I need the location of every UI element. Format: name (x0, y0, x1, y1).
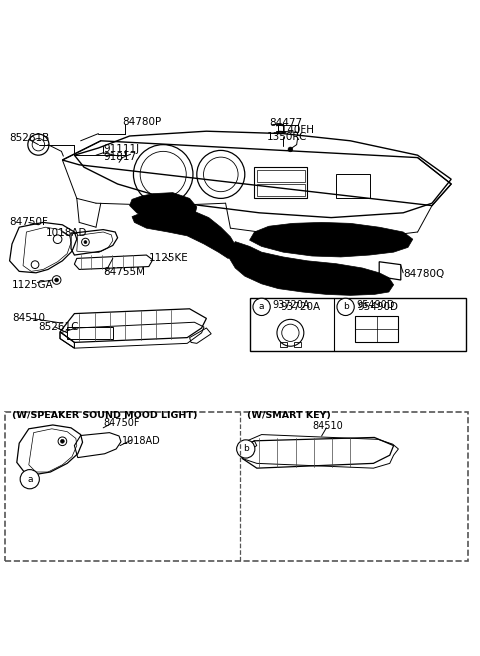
Bar (294, 342, 301, 347)
Polygon shape (250, 222, 413, 257)
Text: 1018AD: 1018AD (122, 436, 161, 446)
Text: 1125DE: 1125DE (274, 270, 314, 280)
Text: (W/SMART KEY): (W/SMART KEY) (247, 411, 331, 420)
Circle shape (60, 440, 64, 443)
Text: 84780Q: 84780Q (403, 269, 444, 279)
Bar (336, 174, 370, 198)
Text: 1125KE: 1125KE (149, 253, 189, 264)
Text: 84477: 84477 (269, 117, 302, 127)
Text: b: b (343, 302, 348, 312)
Text: 84750F: 84750F (10, 217, 48, 228)
Circle shape (84, 241, 87, 243)
Polygon shape (132, 208, 238, 258)
Bar (254, 167, 307, 198)
Text: 85261B: 85261B (10, 133, 50, 144)
Circle shape (284, 279, 287, 281)
Text: 93720A: 93720A (281, 302, 321, 312)
Text: b: b (243, 445, 249, 453)
Text: 95490D: 95490D (357, 300, 395, 310)
Text: 84510: 84510 (312, 421, 343, 432)
Text: 95490D: 95490D (358, 302, 398, 312)
Text: 84510: 84510 (12, 314, 45, 323)
Bar (250, 298, 466, 351)
Text: a: a (259, 302, 264, 312)
Bar (67, 327, 113, 339)
Polygon shape (228, 241, 394, 295)
Text: 84750F: 84750F (103, 418, 140, 428)
Circle shape (55, 278, 59, 282)
Text: 1125GA: 1125GA (12, 280, 54, 290)
Text: 1350RC: 1350RC (266, 132, 307, 142)
Text: 1125GB: 1125GB (274, 278, 315, 289)
Text: 84755M: 84755M (103, 267, 145, 277)
Circle shape (253, 298, 270, 316)
Text: 85261C: 85261C (38, 322, 79, 332)
Text: 91817: 91817 (103, 152, 136, 161)
Text: 91111J: 91111J (103, 144, 139, 154)
Bar (257, 184, 305, 196)
Polygon shape (130, 193, 197, 227)
Bar (257, 170, 305, 182)
Circle shape (20, 470, 39, 489)
Text: a: a (27, 475, 33, 483)
Text: 1140FH: 1140FH (275, 125, 314, 134)
Circle shape (288, 147, 293, 152)
Text: (W/SPEAKER SOUND MOOD LIGHT): (W/SPEAKER SOUND MOOD LIGHT) (12, 411, 197, 420)
Text: 1018AD: 1018AD (46, 228, 87, 238)
Circle shape (337, 298, 354, 316)
Text: 84780P: 84780P (122, 117, 162, 127)
Circle shape (276, 272, 279, 275)
Bar (5, 412, 468, 561)
Text: 93720A: 93720A (273, 300, 310, 310)
Bar (280, 342, 287, 347)
Bar (355, 316, 398, 342)
Circle shape (237, 440, 255, 458)
